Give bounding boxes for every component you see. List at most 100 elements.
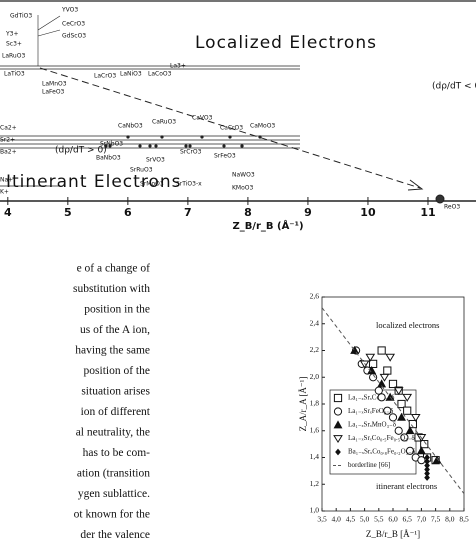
x-tick-label: 10 — [360, 206, 376, 219]
compound-dot — [184, 144, 188, 148]
compound-label: Na+ — [0, 177, 13, 184]
top-figure-frame — [0, 0, 476, 204]
x-tick-label: 8,5 — [459, 515, 469, 524]
marker — [405, 426, 415, 435]
compound-dot — [240, 144, 244, 148]
compound-label: SrFeO3 — [214, 153, 236, 160]
compound-label: LaMnO3 — [42, 81, 67, 88]
text-line: us of the A ion, — [80, 324, 150, 336]
compound-label: CaMoO3 — [250, 123, 275, 130]
text-line: e of a change of — [77, 263, 151, 275]
compound-dot — [258, 135, 262, 139]
marker — [420, 440, 429, 449]
marker — [333, 407, 343, 416]
compound-dot — [108, 144, 112, 148]
annotation: (dρ/dT > 0) — [55, 146, 107, 156]
marker — [424, 474, 430, 481]
marker — [394, 426, 403, 435]
marker — [397, 399, 406, 409]
legend-label: borderline [66] — [348, 461, 390, 469]
scatter-chart: 3,5 4,0 4,5 5,0 5,5 6,0 6,5 7,0 7,5 8,0 8,5 1,0 1,2 1… — [298, 292, 469, 539]
marker — [333, 420, 343, 429]
compound-dot — [228, 135, 232, 139]
marker — [408, 419, 417, 429]
text-line: ion of different — [81, 406, 151, 418]
compound-label: K+ — [0, 189, 9, 196]
x-tick-label: 7,0 — [417, 515, 427, 524]
legend-label: La₁₋ₓSrₓMnO₃₋δ — [348, 421, 397, 429]
compound-label: Sc3+ — [6, 41, 22, 48]
marker — [403, 406, 412, 415]
y-tick-label: 2,0 — [310, 372, 320, 381]
compound-label: KMoO3 — [232, 185, 254, 192]
text-line: situation arises — [81, 386, 150, 398]
x-tick-label: 5,0 — [360, 515, 370, 524]
text-line: der the valence — [80, 529, 150, 541]
compound-label: LaFeO3 — [42, 89, 65, 96]
marker — [377, 379, 387, 388]
y-tick-label: 2,4 — [310, 318, 320, 327]
compound-label: GdTiO3 — [10, 13, 32, 20]
annotation: Itinerant Electrons — [6, 172, 181, 192]
x-tick-label: 6,0 — [388, 515, 398, 524]
marker — [383, 406, 392, 415]
compound-label: CeCrO3 — [62, 21, 85, 28]
marker — [432, 455, 442, 464]
legend-label: La₁₋ₓSrₓCoO₃₋δ — [348, 394, 395, 402]
marker — [416, 446, 426, 455]
marker — [333, 435, 343, 444]
y-tick-label: 1,4 — [310, 452, 320, 461]
compound-label: Y3+ — [5, 31, 19, 38]
compound-label: CaNbO3 — [118, 123, 143, 130]
compound-label: NaWO3 — [232, 172, 255, 179]
text-column: e of a change of substitution with positio… — [73, 263, 151, 542]
marker — [405, 446, 415, 455]
compound-label: Sr2+ — [0, 137, 15, 144]
compound-label: SrVO3 — [146, 157, 165, 164]
compound-label: LaCoO3 — [148, 71, 172, 78]
x-tick-label: 5 — [64, 206, 72, 219]
marker — [379, 373, 390, 382]
top-figure: 4 5 6 7 8 9 10 11 Z_B/r_B (Å⁻¹) Localized Electro… — [0, 7, 476, 233]
text-line: position of the — [84, 365, 150, 377]
annotation: Localized Electrons — [195, 33, 377, 53]
compound-dot — [148, 144, 152, 148]
compound-dot — [138, 144, 142, 148]
marker — [400, 433, 409, 442]
x-tick-label: 7,5 — [431, 515, 441, 524]
compound-dot — [154, 144, 158, 148]
text-line: ation (transition — [77, 468, 150, 480]
compound-label: LaTiO3 — [4, 71, 25, 78]
text-line: substitution with — [73, 283, 150, 295]
x-tick-label: 4 — [4, 206, 12, 219]
compound-dot — [104, 144, 108, 148]
text-line: al neutrality, the — [76, 427, 150, 439]
marker — [333, 393, 343, 403]
compound-dot — [200, 135, 204, 139]
x-tick-label: 7 — [184, 206, 192, 219]
y-tick-label: 2,6 — [310, 292, 320, 301]
y-tick-label: 1,8 — [310, 399, 320, 408]
x-axis-title: Z_B/r_B [Å⁻¹] — [366, 529, 420, 539]
compound-label: SrNbO3 — [100, 141, 123, 148]
compound-label: Ca2+ — [0, 125, 17, 132]
x-tick-label: 4,5 — [346, 515, 356, 524]
x-tick-label: 5,5 — [374, 515, 384, 524]
x-tick-label: 3,5 — [317, 515, 327, 524]
y-tick-label: 1,0 — [310, 506, 320, 515]
x-tick-label: 6 — [124, 206, 132, 219]
marker — [377, 393, 386, 402]
marker — [385, 353, 396, 362]
compound-label: CaVO3 — [192, 115, 213, 122]
marker — [377, 346, 386, 355]
x-tick-label: 6,5 — [403, 515, 413, 524]
text-line: has to be com- — [83, 447, 151, 459]
annotation: (dρ/dT < 0) — [432, 82, 476, 92]
annotation: localized electrons — [376, 320, 439, 330]
compound-label: LaRuO3 — [2, 53, 25, 60]
marker — [402, 393, 413, 402]
borderline — [321, 307, 465, 494]
marker — [410, 413, 421, 422]
x-tick-label: 8,0 — [445, 515, 455, 524]
text-line: ygen sublattice. — [78, 488, 150, 500]
